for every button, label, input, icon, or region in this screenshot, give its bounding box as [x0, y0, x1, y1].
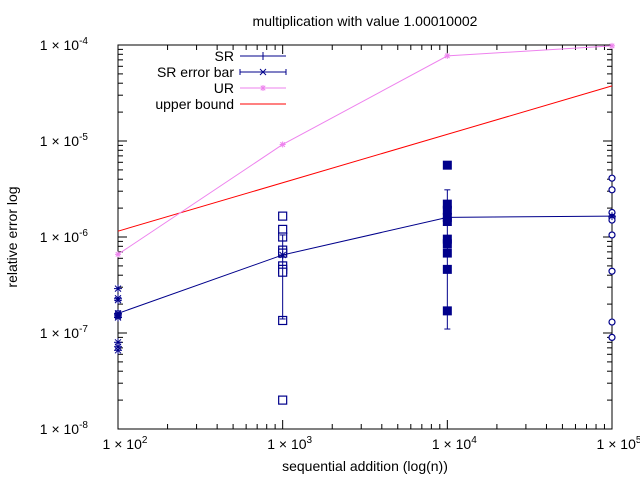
legend-marker — [259, 68, 267, 76]
marker-stroke — [609, 43, 615, 49]
y-tick-label: 1 × 10-7 — [40, 324, 89, 341]
y-axis-label: relative error log — [4, 186, 20, 287]
marker-stroke — [114, 346, 122, 354]
y-tick-label: 1 × 10-8 — [40, 420, 89, 437]
legend-entry: SR error bar — [157, 64, 287, 80]
y-tick-label: 1 × 10-4 — [40, 36, 89, 53]
marker-shape — [608, 318, 616, 326]
marker-stroke — [260, 85, 266, 91]
sample-point — [114, 346, 122, 355]
legend-label: SR error bar — [157, 64, 234, 80]
marker-stroke — [259, 68, 267, 76]
y-tick-label: 1 × 10-6 — [40, 228, 89, 245]
marker-shape — [608, 231, 616, 239]
legend-marker — [260, 85, 266, 91]
ur-point — [444, 52, 451, 59]
legend-entry: upper bound — [155, 96, 286, 112]
marker-shape — [278, 224, 288, 234]
legend-label: upper bound — [155, 96, 234, 112]
sr-point — [608, 212, 616, 221]
sample-point — [278, 395, 288, 405]
marker-shape — [608, 267, 616, 275]
upper-bound-line — [117, 85, 613, 232]
marker-stroke — [115, 251, 121, 257]
sample-point — [114, 296, 122, 305]
x-tick-label: 1 × 102 — [103, 435, 148, 452]
legend-marker — [259, 52, 267, 60]
sample-point — [608, 333, 616, 341]
sample-point — [608, 267, 616, 275]
sample-point — [278, 211, 288, 221]
marker-stroke — [114, 285, 122, 292]
x-axis-label: sequential addition (log(n)) — [282, 458, 448, 474]
chart-title: multiplication with value 1.00010002 — [253, 13, 478, 29]
sr-point — [114, 309, 122, 318]
x-tick-label: 1 × 103 — [267, 435, 312, 452]
legend-label: SR — [215, 48, 234, 64]
marker-stroke — [280, 141, 286, 148]
plot-area: 1 × 102 1 × 103 1 × 104 1 × 105 1 × 10-8 1 × … — [40, 36, 640, 452]
sample-point — [608, 318, 616, 326]
sample-point — [608, 231, 616, 239]
x-tick-label: 1 × 104 — [432, 435, 477, 452]
legend-entry: SR — [215, 48, 286, 64]
sample-point — [442, 160, 452, 170]
legend-label: UR — [214, 80, 234, 96]
y-tick-label: 1 × 10-5 — [40, 132, 89, 149]
ur-point — [609, 42, 615, 49]
sr-point — [278, 250, 287, 259]
sr-line — [117, 215, 613, 314]
ur-point — [279, 141, 286, 148]
marker-stroke — [114, 296, 122, 304]
marker-shape — [608, 333, 616, 341]
sample-point — [608, 186, 616, 194]
sample-point — [114, 284, 122, 293]
marker-shape — [608, 174, 616, 182]
sr-point — [443, 213, 452, 222]
x-tick-label: 1 × 105 — [597, 435, 640, 452]
legend-entry: UR — [214, 80, 286, 96]
marker-shape — [278, 395, 288, 405]
marker-shape — [608, 186, 616, 194]
ur-point — [115, 251, 121, 258]
marker-stroke — [444, 53, 450, 59]
sample-point — [608, 174, 616, 182]
ur-line — [117, 45, 613, 255]
sample-point — [278, 224, 288, 234]
marker-shape — [278, 211, 288, 221]
marker-shape — [442, 160, 452, 170]
